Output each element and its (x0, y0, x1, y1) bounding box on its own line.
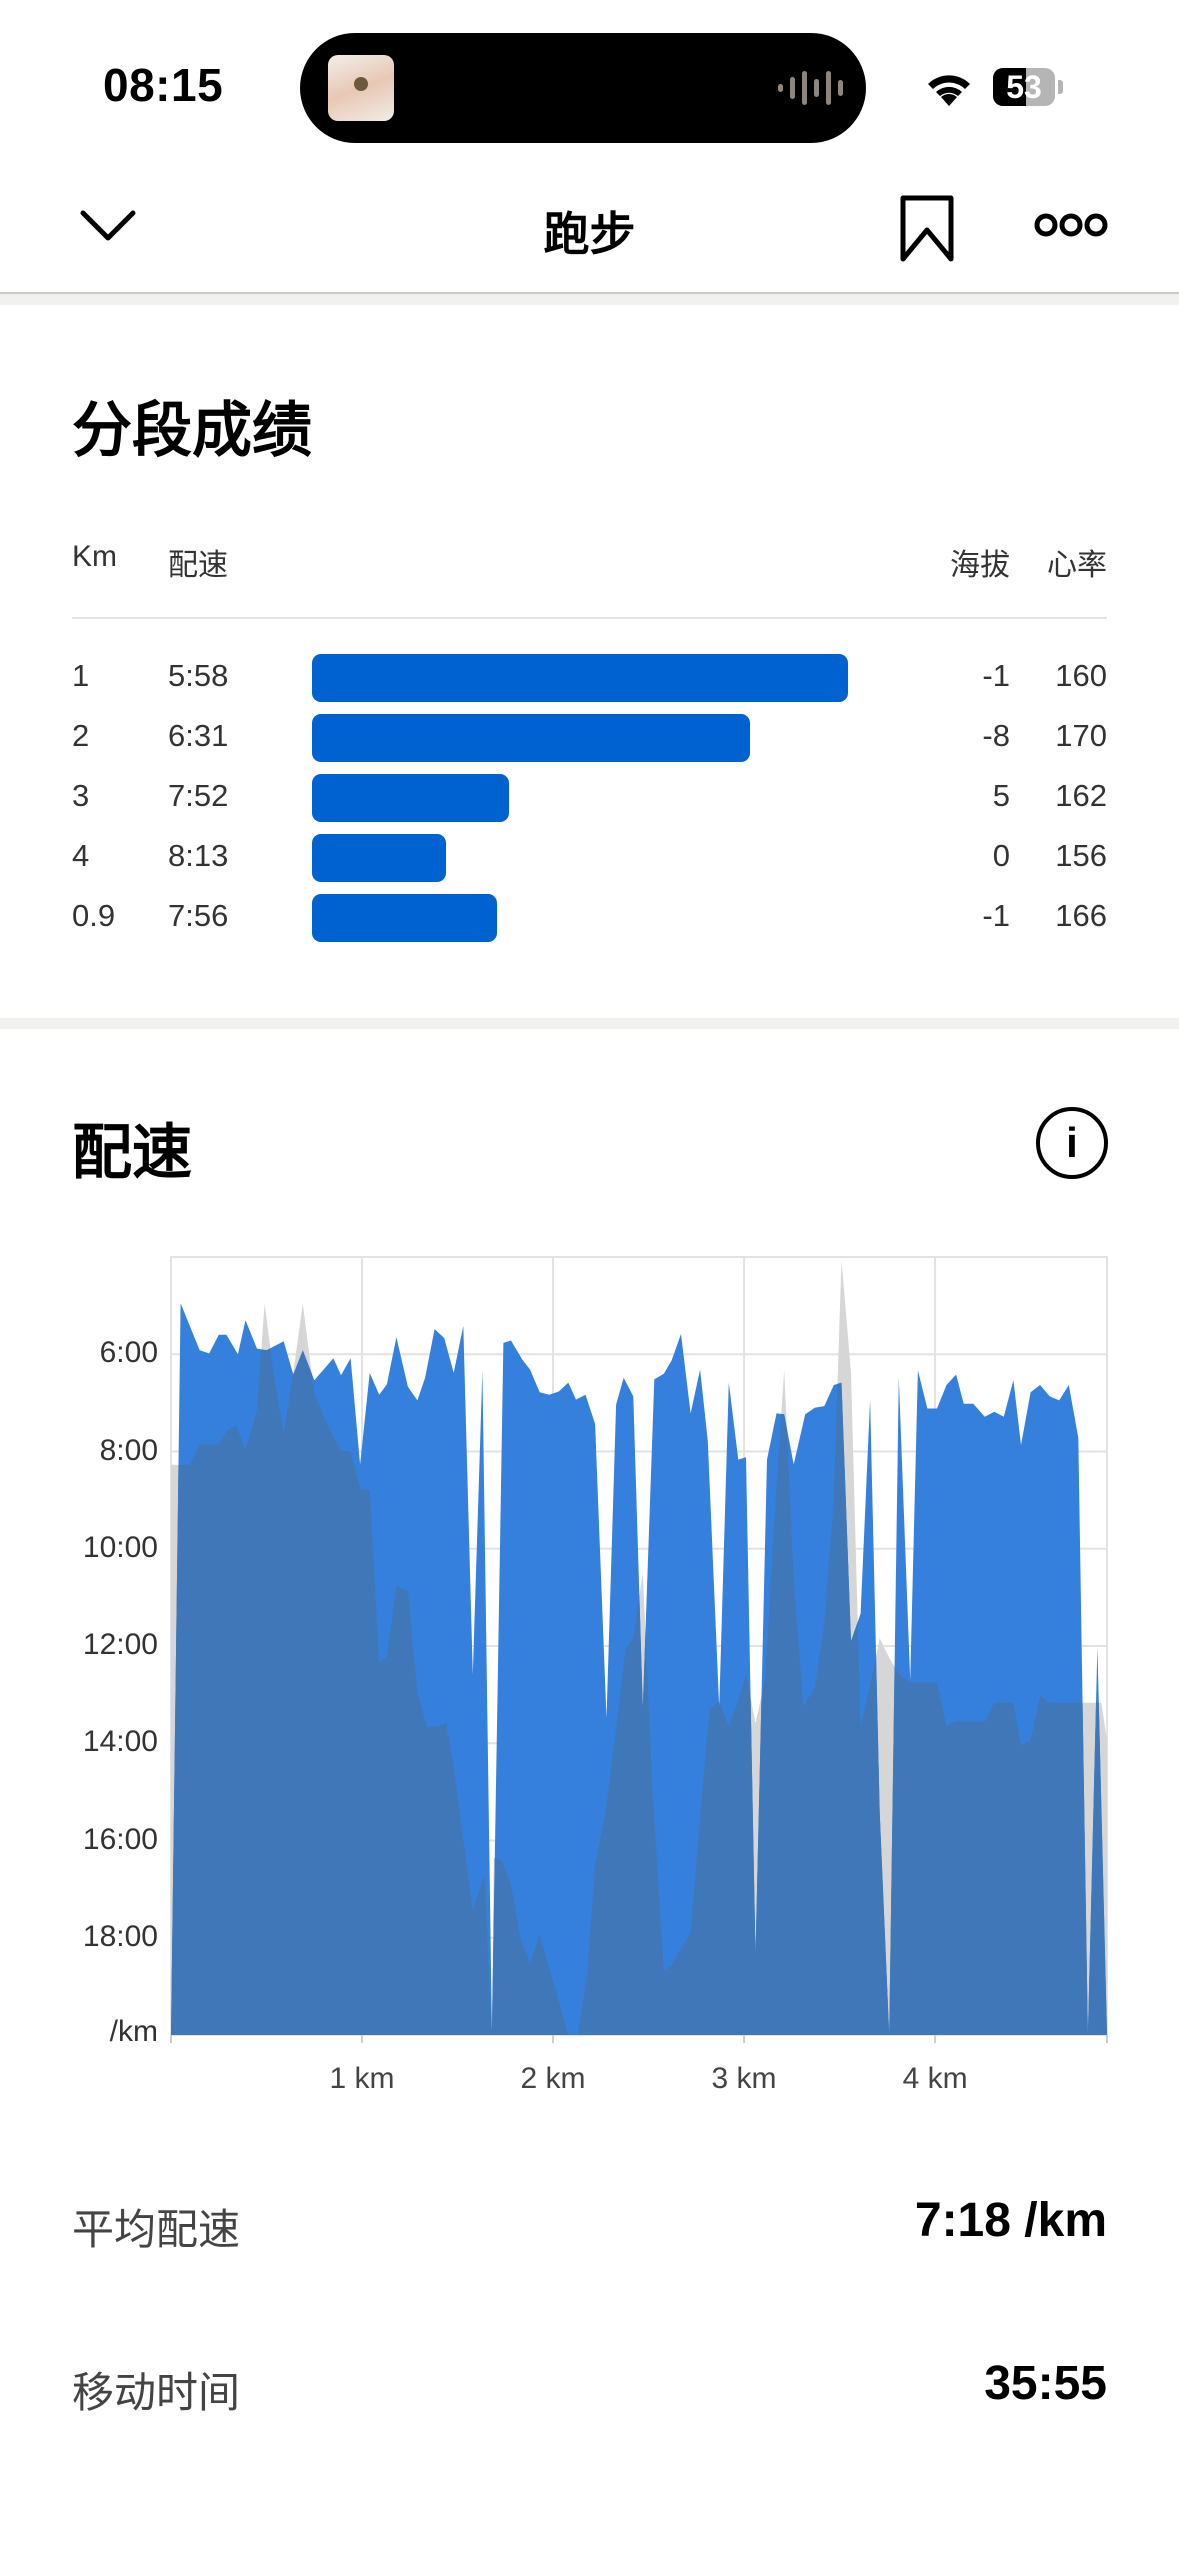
x-tick-label: 4 km (902, 2062, 968, 2095)
split-elevation: 5 (992, 778, 1010, 813)
split-pace: 7:52 (168, 778, 229, 813)
battery-tip (1058, 80, 1063, 94)
y-tick-label: 10:00 (82, 1530, 158, 1564)
y-tick-label: 16:00 (82, 1822, 158, 1856)
split-elevation: -1 (982, 658, 1010, 693)
more-icon[interactable] (1034, 210, 1108, 240)
wifi-icon (928, 75, 970, 106)
x-tick-label: 2 km (520, 2062, 586, 2095)
pace-chart (170, 1256, 1108, 2043)
header-elevation: 海拔 (950, 549, 1010, 582)
split-pace: 8:13 (168, 838, 229, 873)
header-divider (72, 617, 1107, 619)
split-row: 0.9 7:56 -1 166 (0, 888, 1179, 948)
section-separator (0, 294, 1179, 305)
y-tick-label: 6:00 (99, 1336, 158, 1370)
x-tick-label: 3 km (711, 2062, 777, 2095)
y-tick-label: 14:00 (82, 1725, 158, 1759)
nav-divider (0, 292, 1179, 294)
split-row: 4 8:13 0 156 (0, 828, 1179, 888)
y-unit-label: /km (109, 2015, 158, 2048)
split-heart-rate: 166 (1055, 898, 1107, 933)
split-pace: 6:31 (168, 718, 229, 753)
battery-level (993, 68, 1026, 106)
split-km: 3 (72, 778, 90, 813)
split-elevation: -8 (982, 718, 1010, 753)
pace-title: 配速 (72, 1119, 192, 1186)
header-km: Km (72, 540, 117, 573)
x-tick-label: 1 km (329, 2062, 395, 2095)
split-heart-rate: 156 (1055, 838, 1107, 873)
split-heart-rate: 170 (1055, 718, 1107, 753)
split-pace-bar (312, 774, 509, 822)
stat-label-moving-time: 移动时间 (72, 2369, 241, 2416)
elevation-pace-overlap (171, 1303, 1107, 2035)
split-pace-bar (312, 714, 750, 762)
split-km: 0.9 (72, 898, 116, 933)
dynamic-island[interactable] (300, 33, 866, 143)
header-pace: 配速 (168, 549, 228, 582)
info-icon[interactable]: i (1036, 1107, 1108, 1179)
battery-percent: 53 (1006, 69, 1042, 105)
chevron-down-icon[interactable] (78, 208, 138, 244)
stat-value-moving-time: 35:55 (984, 2357, 1107, 2410)
now-playing-album-art[interactable] (328, 55, 394, 121)
split-km: 1 (72, 658, 90, 693)
split-elevation: 0 (992, 838, 1010, 873)
page-title: 跑步 (543, 208, 636, 260)
bookmark-icon[interactable] (898, 194, 956, 264)
split-pace-bar (312, 894, 497, 942)
split-pace: 7:56 (168, 898, 229, 933)
split-pace-bar (312, 654, 849, 702)
audio-waveform-icon (778, 71, 843, 105)
y-tick-label: 12:00 (82, 1628, 158, 1661)
split-heart-rate: 162 (1055, 778, 1107, 813)
split-km: 4 (72, 838, 90, 873)
y-tick-label: 8:00 (99, 1433, 158, 1467)
header-heart-rate: 心率 (1047, 549, 1107, 582)
split-elevation: -1 (982, 898, 1010, 933)
stat-value-avg-pace: 7:18 /km (914, 2194, 1107, 2247)
y-tick-label: 18:00 (82, 1919, 158, 1953)
section-separator (0, 1018, 1179, 1029)
split-heart-rate: 160 (1055, 658, 1107, 693)
album-art-detail (354, 77, 368, 91)
split-pace-bar (312, 834, 446, 882)
split-row: 1 5:58 -1 160 (0, 648, 1179, 708)
battery-icon: 53 (993, 68, 1055, 106)
split-km: 2 (72, 718, 90, 753)
split-row: 2 6:31 -8 170 (0, 708, 1179, 768)
split-row: 3 7:52 5 162 (0, 768, 1179, 828)
splits-title: 分段成绩 (72, 397, 312, 464)
status-time: 08:15 (103, 59, 224, 111)
stat-label-avg-pace: 平均配速 (72, 2206, 241, 2253)
split-pace: 5:58 (168, 658, 229, 693)
